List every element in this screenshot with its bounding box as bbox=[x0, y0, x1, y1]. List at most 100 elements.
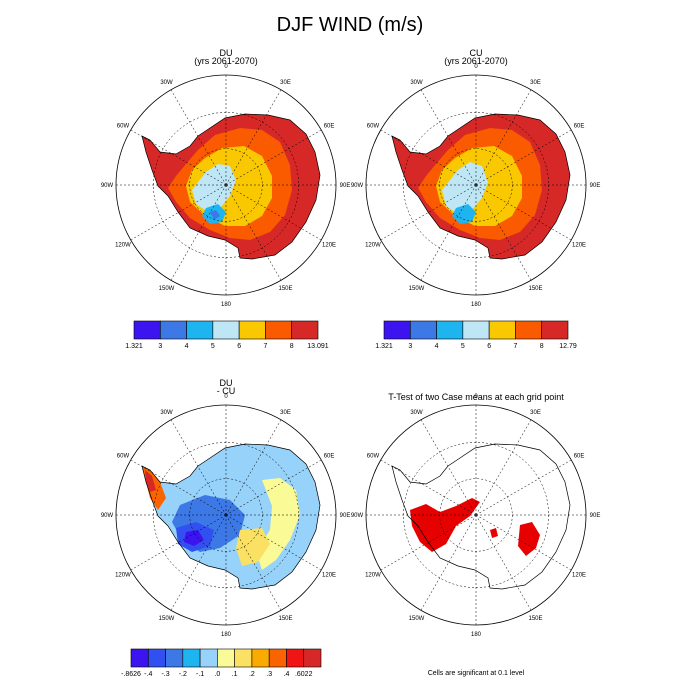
longitude-label: 150E bbox=[528, 286, 542, 292]
colorbar-tick-label: .6022 bbox=[295, 671, 313, 678]
colorbar-swatch bbox=[130, 648, 149, 668]
colorbar-tick-label: 7 bbox=[513, 343, 517, 350]
cu-panel-subtitle: (yrs 2061-2070) bbox=[444, 56, 508, 66]
colorbar-tick-label: 1.321 bbox=[125, 343, 143, 350]
longitude-label: 60E bbox=[574, 124, 585, 130]
colorbar-swatch bbox=[186, 320, 214, 340]
colorbar-swatch bbox=[286, 648, 305, 668]
colorbar-tick-label: 4 bbox=[185, 343, 189, 350]
longitude-label: 30E bbox=[530, 80, 541, 86]
map-gridlines bbox=[116, 75, 586, 625]
longitude-label: 180 bbox=[221, 632, 232, 638]
colorbar-tick-label: .3 bbox=[266, 671, 272, 678]
significance-footnote: Cells are significant at 0.1 level bbox=[428, 670, 525, 677]
colorbar-swatch bbox=[234, 648, 253, 668]
colorbar-swatch bbox=[383, 320, 411, 340]
longitude-label: 150E bbox=[278, 616, 292, 622]
longitude-label: 180 bbox=[221, 302, 232, 308]
longitude-label: 30W bbox=[410, 80, 423, 86]
colorbar-tick-label: 6 bbox=[237, 343, 241, 350]
longitude-label: 150W bbox=[409, 286, 425, 292]
diff-colorbar: -.8626 -.4 -.3 -.2 -.1 .0 .1 .2 .3 .4 .6022 bbox=[121, 648, 322, 678]
colorbar-swatch bbox=[217, 648, 235, 668]
du-panel-title: DU bbox=[220, 48, 233, 58]
longitude-label: 120W bbox=[365, 573, 381, 579]
colorbar-tick-label: .2 bbox=[249, 671, 255, 678]
longitude-label: 0 bbox=[474, 394, 478, 400]
longitude-label: 60W bbox=[117, 454, 130, 460]
colorbar-tick-label: 1.321 bbox=[375, 343, 393, 350]
colorbar-swatch bbox=[303, 648, 322, 668]
longitude-label: 30W bbox=[160, 80, 173, 86]
colorbar-swatch bbox=[291, 320, 319, 340]
main-title: DJF WIND (m/s) bbox=[277, 14, 424, 36]
colorbar-swatch bbox=[182, 648, 201, 668]
longitude-label: 0 bbox=[474, 64, 478, 70]
wind-field-cyan bbox=[452, 204, 476, 224]
diff-field-red bbox=[145, 470, 156, 492]
du-colorbar: 1.321 3 4 5 6 7 8 13.091 bbox=[125, 320, 329, 350]
colorbar-tick-label: -.8626 bbox=[121, 671, 141, 678]
colorbar-tick-label: -.2 bbox=[179, 671, 187, 678]
colorbar-tick-label: .1 bbox=[232, 671, 238, 678]
longitude-label: 90E bbox=[590, 183, 601, 189]
longitude-label: 30W bbox=[160, 410, 173, 416]
colorbar-tick-label: 12.79 bbox=[559, 343, 577, 350]
significant-cells-east bbox=[518, 522, 540, 556]
longitude-label: 0 bbox=[224, 394, 228, 400]
colorbar-tick-label: 8 bbox=[540, 343, 544, 350]
colorbar-swatch bbox=[462, 320, 490, 340]
longitude-label: 90W bbox=[101, 183, 114, 189]
significant-cells-west bbox=[410, 498, 480, 552]
longitude-label: 30W bbox=[410, 410, 423, 416]
diff-field-gold bbox=[236, 528, 270, 566]
longitude-label: 90W bbox=[351, 183, 364, 189]
colorbar-swatch bbox=[488, 320, 516, 340]
colorbar-swatch bbox=[165, 648, 184, 668]
longitude-label: 150E bbox=[278, 286, 292, 292]
longitude-label: 60E bbox=[324, 124, 335, 130]
colorbar-tick-label: 7 bbox=[263, 343, 267, 350]
longitude-label: 120E bbox=[572, 243, 586, 249]
colorbar-swatch bbox=[541, 320, 569, 340]
cu-panel-title: CU bbox=[470, 48, 483, 58]
longitude-label: 120W bbox=[115, 573, 131, 579]
longitude-label: 180 bbox=[471, 302, 482, 308]
colorbar-tick-label: 6 bbox=[487, 343, 491, 350]
longitude-label: 120W bbox=[115, 243, 131, 249]
colorbar-tick-label: 4 bbox=[435, 343, 439, 350]
longitude-label: 90E bbox=[340, 513, 351, 519]
longitude-label: 120E bbox=[322, 573, 336, 579]
du-panel-subtitle: (yrs 2061-2070) bbox=[194, 56, 258, 66]
longitude-label: 150W bbox=[409, 616, 425, 622]
colorbar-tick-label: 3 bbox=[158, 343, 162, 350]
colorbar-swatch bbox=[251, 648, 270, 668]
colorbar-swatch bbox=[212, 320, 240, 340]
colorbar-tick-label: .4 bbox=[284, 671, 290, 678]
longitude-label: 150W bbox=[159, 616, 175, 622]
wind-field-lightblue bbox=[192, 164, 236, 212]
longitude-label: 60E bbox=[324, 454, 335, 460]
colorbar-tick-label: -.1 bbox=[196, 671, 204, 678]
longitude-label: 60W bbox=[117, 124, 130, 130]
colorbar-tick-label: -.4 bbox=[144, 671, 152, 678]
longitude-label: 120E bbox=[572, 573, 586, 579]
diff-panel-subtitle: - CU bbox=[217, 386, 236, 396]
longitude-label: 60W bbox=[367, 454, 380, 460]
wind-field-blue bbox=[210, 210, 220, 220]
longitude-label: 60W bbox=[367, 124, 380, 130]
colorbar-tick-label: .0 bbox=[214, 671, 220, 678]
colorbar-tick-label: 13.091 bbox=[307, 343, 329, 350]
colorbar-swatch bbox=[409, 320, 437, 340]
longitude-label: 150E bbox=[528, 616, 542, 622]
longitude-label: 120W bbox=[365, 243, 381, 249]
colorbar-tick-label: 8 bbox=[290, 343, 294, 350]
diff-panel-title: DU bbox=[220, 378, 233, 388]
colorbar-tick-label: 5 bbox=[211, 343, 215, 350]
colorbar-swatch bbox=[147, 648, 166, 668]
longitude-label: 0 bbox=[224, 64, 228, 70]
longitude-label: 150W bbox=[159, 286, 175, 292]
colorbar-swatch bbox=[268, 648, 287, 668]
ttest-panel-title: T-Test of two Case means at each grid po… bbox=[388, 392, 564, 402]
colorbar-swatch bbox=[238, 320, 266, 340]
